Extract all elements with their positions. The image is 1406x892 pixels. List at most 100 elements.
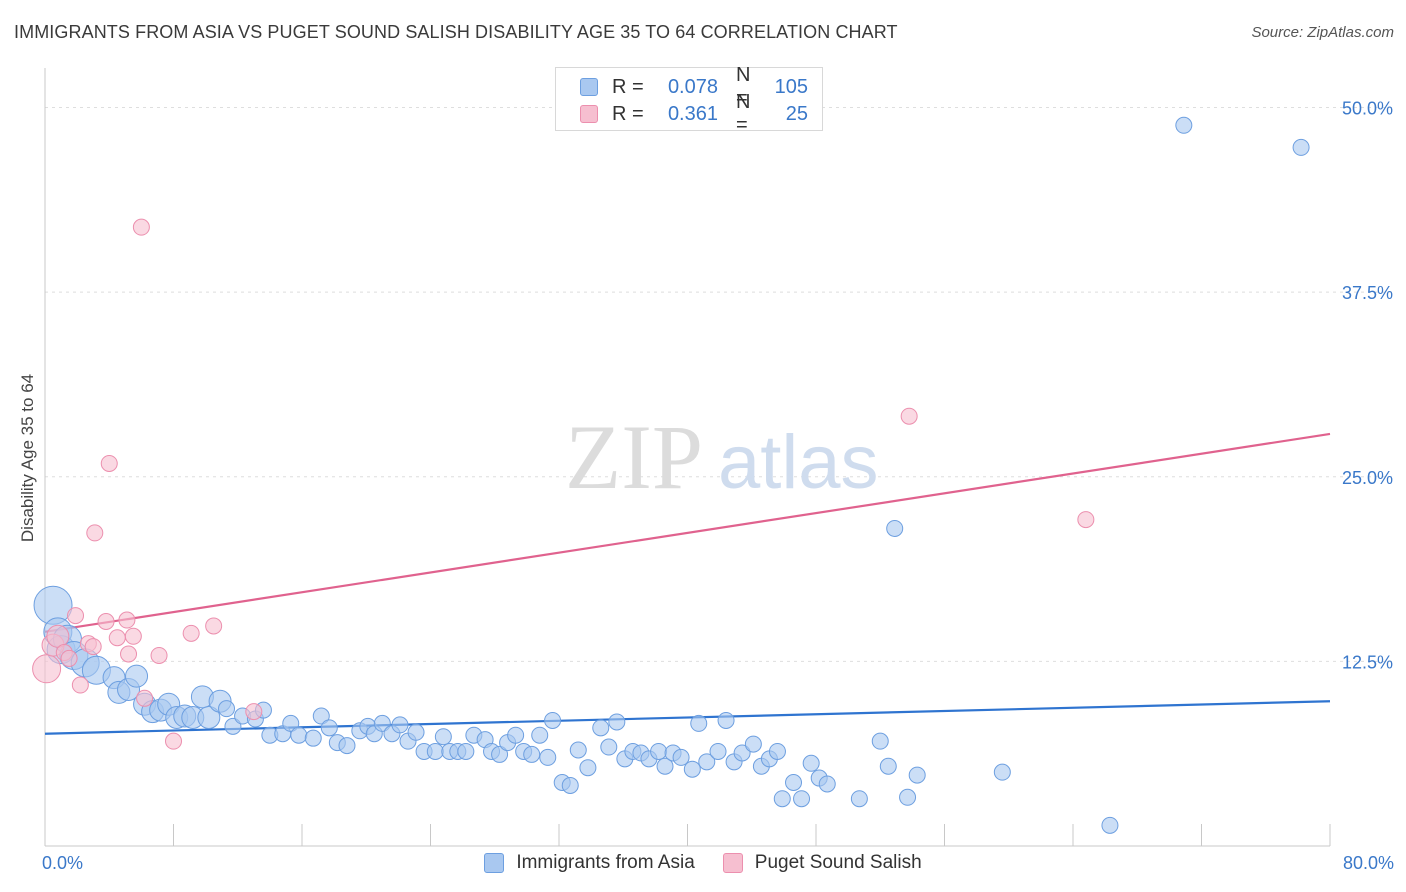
- point-asia: [744, 735, 762, 753]
- stats-legend: R = 0.078 N = 105 R = 0.361 N = 25: [555, 64, 823, 136]
- legend-r-value: 0.361: [667, 102, 718, 125]
- data-points: [32, 116, 1310, 834]
- chart-title: IMMIGRANTS FROM ASIA VS PUGET SOUND SALI…: [14, 22, 898, 42]
- point-asia: [818, 775, 836, 793]
- point-asia: [1101, 816, 1119, 834]
- point-asia: [871, 732, 889, 750]
- point-asia: [879, 757, 897, 775]
- point-asia: [709, 742, 727, 760]
- point-asia: [407, 723, 425, 741]
- trendline-asia: [44, 700, 1331, 735]
- point-asia: [539, 748, 557, 766]
- point-asia: [491, 745, 509, 763]
- point-salish: [108, 629, 126, 647]
- point-salish: [1077, 511, 1095, 529]
- point-asia: [1175, 116, 1193, 134]
- x-tick-label-max: 80.0%: [1343, 853, 1394, 873]
- point-salish: [71, 676, 89, 694]
- watermark-zip: ZIP: [565, 406, 703, 508]
- legend-n-value: 105: [774, 75, 808, 98]
- point-asia: [426, 742, 444, 760]
- series-legend: Immigrants from Asia Puget Sound Salish: [0, 852, 1406, 874]
- legend-item-salish[interactable]: Puget Sound Salish: [722, 852, 922, 874]
- point-salish: [245, 703, 263, 721]
- point-salish: [124, 627, 142, 645]
- point-salish: [132, 218, 150, 236]
- legend-swatch-asia: [580, 78, 598, 96]
- point-asia: [793, 790, 811, 808]
- point-salish: [205, 617, 223, 635]
- legend-swatch-asia: [484, 853, 505, 873]
- point-salish: [67, 607, 85, 625]
- point-asia: [717, 711, 735, 729]
- point-salish: [32, 654, 62, 684]
- legend-n-value: 25: [785, 102, 808, 125]
- point-salish: [136, 689, 154, 707]
- point-asia: [908, 766, 926, 784]
- point-salish: [120, 645, 138, 663]
- axes: [44, 68, 1331, 847]
- legend-r-label: R =: [612, 75, 644, 98]
- point-salish: [165, 732, 182, 750]
- tick-labels: 12.5% 25.0% 37.5% 50.0% 0.0% 80.0%: [42, 99, 1394, 873]
- point-asia: [608, 713, 626, 731]
- legend-r-label: R =: [612, 102, 644, 125]
- point-asia: [768, 742, 786, 760]
- point-salish: [46, 624, 70, 648]
- trendline-salish: [44, 432, 1331, 633]
- point-asia: [507, 726, 525, 744]
- point-salish: [86, 524, 104, 542]
- point-asia: [850, 790, 868, 808]
- point-salish: [97, 613, 115, 631]
- point-asia: [802, 754, 820, 772]
- watermark-atlas: atlas: [718, 420, 879, 505]
- point-asia: [698, 753, 716, 771]
- point-asia: [773, 790, 791, 808]
- point-asia: [650, 742, 668, 760]
- point-salish: [60, 649, 78, 667]
- point-salish: [182, 624, 200, 642]
- point-asia: [218, 700, 236, 718]
- point-asia: [544, 711, 562, 729]
- point-asia: [304, 729, 322, 747]
- point-asia: [993, 763, 1011, 781]
- y-tick-label: 12.5%: [1342, 652, 1393, 672]
- point-asia: [531, 726, 549, 744]
- point-salish: [900, 407, 918, 425]
- point-asia: [320, 719, 338, 737]
- point-asia: [561, 776, 579, 794]
- trendlines: [44, 432, 1331, 735]
- legend-label-asia: Immigrants from Asia: [516, 852, 695, 873]
- point-asia: [592, 719, 610, 737]
- point-asia: [656, 757, 674, 775]
- source-label: Source: ZipAtlas.com: [1251, 24, 1394, 41]
- point-asia: [886, 519, 904, 537]
- point-asia: [1292, 138, 1310, 156]
- point-asia: [391, 716, 409, 734]
- legend-swatch-salish: [580, 105, 598, 123]
- legend-r-value: 0.078: [667, 75, 718, 98]
- point-asia: [690, 714, 708, 732]
- legend-label-salish: Puget Sound Salish: [754, 852, 922, 873]
- point-salish: [84, 638, 102, 656]
- y-tick-label: 50.0%: [1342, 99, 1393, 119]
- point-asia: [125, 664, 149, 688]
- point-salish: [150, 646, 168, 664]
- y-tick-label: 25.0%: [1342, 468, 1393, 488]
- point-asia: [457, 742, 475, 760]
- point-asia: [290, 726, 308, 744]
- point-asia: [523, 745, 541, 763]
- point-salish: [100, 454, 118, 472]
- legend-item-asia[interactable]: Immigrants from Asia: [484, 852, 695, 874]
- gridlines: [45, 107, 1392, 662]
- legend-n-label: N =: [736, 64, 751, 109]
- point-asia: [672, 748, 690, 766]
- legend-swatch-salish: [722, 853, 743, 873]
- point-asia: [899, 788, 917, 806]
- point-asia: [282, 714, 300, 732]
- legend-row-salish: R = 0.361 N = 25: [580, 91, 808, 136]
- point-asia: [569, 741, 587, 759]
- point-asia: [338, 737, 356, 755]
- point-asia: [600, 738, 618, 756]
